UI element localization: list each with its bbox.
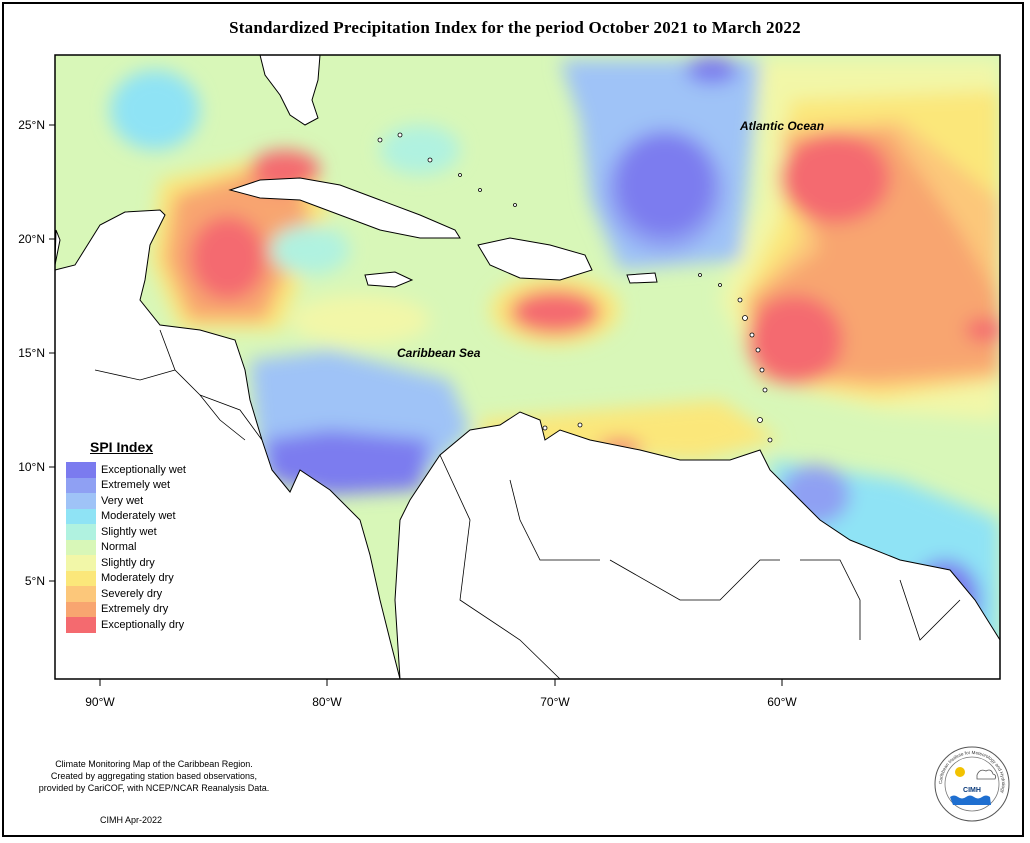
legend-row: Moderately dry (66, 570, 216, 586)
legend-label: Exceptionally dry (101, 618, 185, 631)
lon-tick-label: 90°W (85, 695, 115, 709)
lat-tick-label: 10°N (18, 460, 45, 474)
map-border (54, 54, 1001, 680)
lon-tick-label: 70°W (540, 695, 570, 709)
legend-label: Extremely dry (101, 603, 169, 616)
logo-name: CIMH (963, 787, 981, 794)
cimh-logo: CIMH Caribbean Institute for Meteorology… (934, 746, 1010, 822)
legend-label: Slightly wet (101, 525, 157, 538)
legend-label: Extremely wet (101, 479, 171, 492)
legend-label: Moderately wet (101, 510, 176, 523)
lat-tick-label: 15°N (18, 346, 45, 360)
spi-field (55, 55, 1000, 679)
legend-swatch (66, 586, 96, 602)
legend-row: Severely dry (66, 586, 216, 602)
credit-line: provided by CariCOF, with NCEP/NCAR Rean… (38, 783, 270, 793)
credit-line: Climate Monitoring Map of the Caribbean … (55, 759, 253, 769)
credits: Climate Monitoring Map of the Caribbean … (34, 758, 274, 794)
legend-row: Moderately wet (66, 508, 216, 524)
spi-legend: SPI Index Exceptionally wet Extremely wet… (66, 439, 216, 633)
legend-swatch (66, 555, 96, 571)
legend-swatch (66, 570, 96, 586)
legend-swatch (66, 462, 96, 478)
lat-axis (49, 124, 55, 582)
legend-swatch (66, 477, 96, 493)
legend-items: Exceptionally wet Extremely wet Very wet Mo… (66, 462, 216, 633)
legend-label: Severely dry (101, 587, 163, 600)
legend-swatch (66, 617, 96, 633)
cloud-icon (976, 769, 997, 780)
legend-row: Extremely dry (66, 601, 216, 617)
legend-row: Extremely wet (66, 477, 216, 493)
legend-swatch (66, 601, 96, 617)
lat-tick-label: 20°N (18, 232, 45, 246)
lon-tick-label: 80°W (312, 695, 342, 709)
legend-label: Slightly dry (101, 556, 155, 569)
legend-label: Exceptionally wet (101, 463, 186, 476)
legend-row: Exceptionally dry (66, 617, 216, 633)
atlantic-ocean-label: Atlantic Ocean (739, 119, 824, 133)
legend-label: Normal (101, 541, 137, 554)
legend-label: Very wet (101, 494, 144, 507)
credit-date: CIMH Apr-2022 (100, 815, 163, 825)
legend-row: Very wet (66, 493, 216, 509)
legend-title: SPI Index (90, 439, 154, 455)
page-title: Standardized Precipitation Index for the… (229, 18, 801, 37)
legend-swatch (66, 493, 96, 509)
legend-swatch (66, 524, 96, 540)
legend-label: Moderately dry (101, 572, 174, 585)
lesser-antilles (377, 132, 773, 443)
borders (94, 329, 961, 680)
lon-tick-label: 60°W (767, 695, 797, 709)
lon-axis (99, 679, 783, 686)
land-outlines (54, 54, 1001, 680)
sun-icon (955, 767, 965, 777)
legend-row: Normal (66, 539, 216, 555)
legend-swatch (66, 508, 96, 524)
lat-tick-label: 5°N (25, 574, 45, 588)
legend-swatch (66, 539, 96, 555)
lat-tick-label: 25°N (18, 118, 45, 132)
legend-row: Slightly wet (66, 524, 216, 540)
credit-line: Created by aggregating station based obs… (50, 771, 258, 781)
legend-row: Slightly dry (66, 555, 216, 571)
legend-row: Exceptionally wet (66, 462, 216, 478)
caribbean-sea-label: Caribbean Sea (397, 346, 481, 360)
waves-icon (950, 795, 991, 805)
